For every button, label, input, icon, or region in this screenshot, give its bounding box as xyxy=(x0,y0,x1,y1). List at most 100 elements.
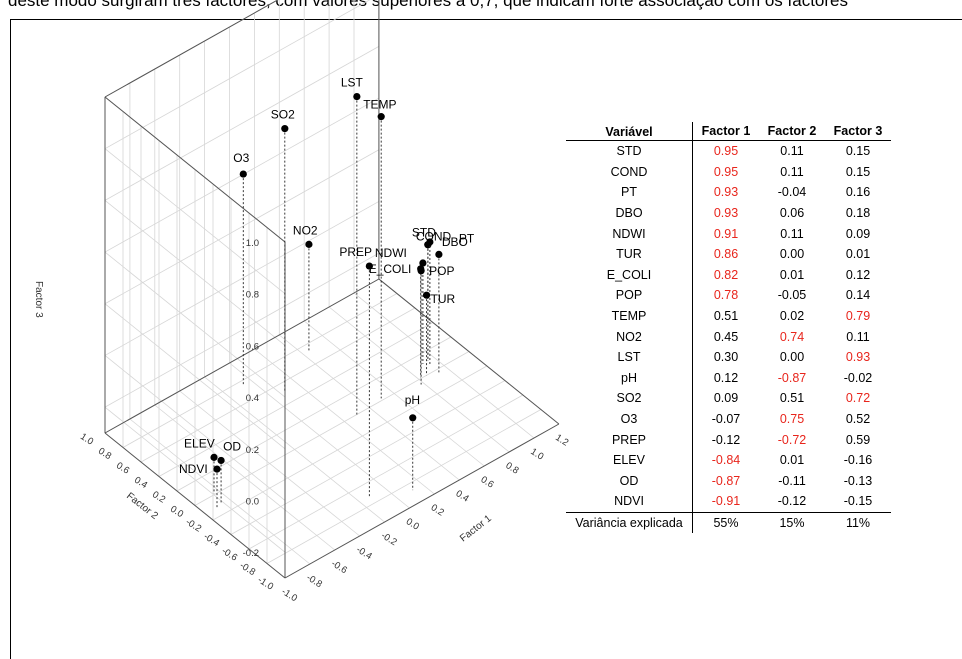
table-header-row: Variável Factor 1 Factor 2 Factor 3 xyxy=(566,122,891,141)
tick-label: 0.8 xyxy=(96,446,113,462)
wall-gridline xyxy=(104,149,380,305)
tick-label: 0.2 xyxy=(246,445,259,456)
cell-variable: DBO xyxy=(566,202,693,224)
x-axis-label: Factor 1 xyxy=(458,513,494,545)
data-point xyxy=(353,92,361,101)
cell-variable: E_COLI xyxy=(566,264,693,286)
tick-label: -0.6 xyxy=(220,546,240,564)
point-label: PT xyxy=(459,231,475,245)
table-row: O3 -0.07 0.75 0.52 xyxy=(566,408,891,430)
cell-factor-1: -0.07 xyxy=(711,412,741,427)
tick-label: 0.6 xyxy=(114,460,131,476)
data-point xyxy=(213,465,221,473)
data-point xyxy=(305,240,313,248)
point-label: O3 xyxy=(233,151,249,165)
table-row: STD 0.95 0.11 0.15 xyxy=(566,140,891,162)
wall-gridline xyxy=(104,252,380,408)
tick-labels: -1.0-0.8-0.6-0.4-0.20.00.20.40.60.81.01.… xyxy=(78,238,570,604)
axis-layer xyxy=(104,0,560,579)
table-summary-row: Variância explicada 55% 15% 11% xyxy=(566,511,891,534)
page-header-text: deste modo surgiram três factores, com v… xyxy=(8,0,848,10)
cell-factor-1: 0.12 xyxy=(713,370,739,385)
tick-label: -0.2 xyxy=(243,548,259,559)
wall-gridline xyxy=(104,303,286,450)
table-row: COND 0.95 0.11 0.15 xyxy=(566,161,891,183)
cell-factor-3: -0.15 xyxy=(843,494,873,509)
tick-label: 0.4 xyxy=(246,393,259,404)
cell-factor-3: -0.02 xyxy=(843,370,873,385)
tick-label: -1.0 xyxy=(256,575,276,593)
box-edge xyxy=(104,96,286,243)
tick-label: 0.0 xyxy=(168,504,185,520)
cell-factor-2: 0.11 xyxy=(780,164,804,179)
cell-variable: OD xyxy=(566,470,693,492)
floor-gridline xyxy=(140,307,416,463)
cell-variable: PT xyxy=(566,182,693,203)
tick-label: -0.4 xyxy=(202,531,222,549)
cell-factor-1: -0.84 xyxy=(711,453,741,468)
tick-label: 0.6 xyxy=(246,341,259,352)
floor-gridline xyxy=(230,380,506,535)
cell-factor-2: 0.11 xyxy=(780,226,804,241)
tick-label: 0.4 xyxy=(132,475,149,491)
table-row: NO2 0.45 0.74 0.11 xyxy=(566,326,891,347)
cell-factor-3: 0.72 xyxy=(845,391,871,406)
point-label: NDVI xyxy=(179,462,208,476)
cell-variable: STD xyxy=(566,140,693,162)
point-label: TEMP xyxy=(363,98,396,112)
table-row: E_COLI 0.82 0.01 0.12 xyxy=(566,264,891,286)
cell-factor-2: 0.01 xyxy=(779,267,805,282)
table-row: PT 0.93 -0.04 0.16 xyxy=(566,182,891,203)
data-point xyxy=(419,259,427,267)
tick-label: 0.0 xyxy=(404,516,421,532)
wall-gridline xyxy=(104,406,286,553)
table-row: OD -0.87 -0.11 -0.13 xyxy=(566,470,891,492)
data-point xyxy=(422,291,431,299)
cell-factor-1: 0.93 xyxy=(713,185,739,200)
cell-factor-3: 0.15 xyxy=(845,144,871,159)
table-row: ELEV -0.84 0.01 -0.16 xyxy=(566,449,891,471)
cell-factor-3: -0.13 xyxy=(843,473,873,488)
tick-label: 0.6 xyxy=(479,474,496,490)
cell-variable: NO2 xyxy=(566,326,693,347)
cell-variable: LST xyxy=(566,346,693,368)
factor-3d-scatter: -1.0-0.8-0.6-0.4-0.20.00.20.40.60.81.01.… xyxy=(33,0,570,604)
data-point xyxy=(239,170,247,178)
page-header: deste modo surgiram três factores, com v… xyxy=(0,0,962,20)
summary-factor-3: 11% xyxy=(825,511,891,534)
cell-variable: O3 xyxy=(566,408,693,430)
cell-factor-2: -0.87 xyxy=(777,370,807,385)
cell-factor-2: 0.02 xyxy=(779,309,805,324)
cell-variable: TUR xyxy=(566,243,693,265)
cell-variable: POP xyxy=(566,285,693,306)
cell-factor-2: -0.11 xyxy=(778,473,806,488)
cell-factor-2: -0.05 xyxy=(777,288,807,303)
box-edge xyxy=(104,278,380,434)
cell-factor-3: 0.11 xyxy=(846,329,870,344)
tick-label: -1.0 xyxy=(279,586,299,604)
tick-label: -0.8 xyxy=(304,572,324,590)
cell-factor-2: 0.00 xyxy=(779,247,805,262)
cell-factor-1: 0.82 xyxy=(713,267,739,282)
cell-factor-1: -0.12 xyxy=(711,432,741,447)
cell-factor-3: 0.14 xyxy=(845,288,871,303)
floor-gridline xyxy=(212,365,488,521)
tick-label: -0.6 xyxy=(329,558,349,576)
point-label: POP xyxy=(429,264,454,278)
floor-gridline xyxy=(122,293,398,448)
cell-factor-1: 0.91 xyxy=(713,226,739,241)
wall-gridline xyxy=(104,251,286,398)
y-axis-line xyxy=(104,432,286,579)
wall-gridline xyxy=(104,200,286,346)
cell-factor-1: 0.95 xyxy=(713,144,739,159)
data-point xyxy=(210,453,218,461)
table-row: SO2 0.09 0.51 0.72 xyxy=(566,388,891,409)
cell-factor-2: -0.72 xyxy=(777,432,807,447)
cell-variable: PREP xyxy=(566,429,693,450)
wall-gridline xyxy=(104,201,380,356)
point-label: NO2 xyxy=(293,223,318,237)
cell-factor-2: -0.12 xyxy=(777,494,807,509)
table-row: pH 0.12 -0.87 -0.02 xyxy=(566,367,891,389)
grid-layer xyxy=(104,0,560,579)
data-point xyxy=(281,124,289,133)
